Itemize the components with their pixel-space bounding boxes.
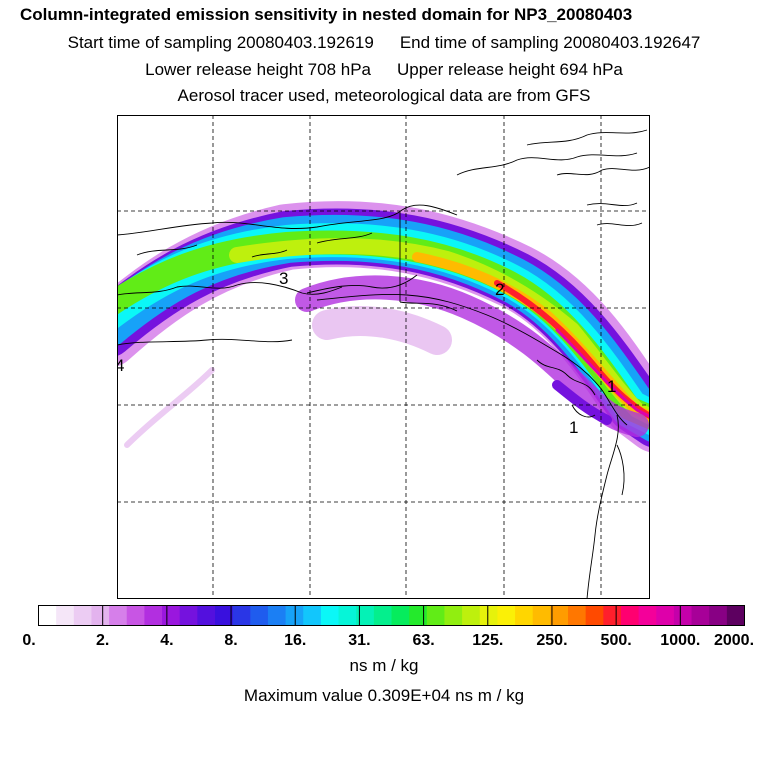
color-scale-tick-label: 63. (412, 632, 435, 649)
lower-height-label: Lower release height 708 hPa (145, 60, 371, 79)
start-time-label: Start time of sampling 20080403.192619 (67, 33, 374, 52)
sampling-time-line: Start time of sampling 20080403.192619 En… (0, 33, 768, 53)
color-swatch (267, 605, 287, 626)
maximum-value-label: Maximum value 0.309E+04 ns m / kg (243, 686, 525, 705)
color-swatch (303, 605, 322, 626)
color-swatch (585, 605, 604, 626)
color-scale-tick-label: 16. (284, 632, 307, 649)
color-swatch (409, 605, 428, 626)
color-swatch (391, 605, 410, 626)
color-scale-tick-label: 1000. (660, 632, 701, 649)
color-swatch (162, 605, 181, 626)
marker-2: 2 (495, 280, 504, 299)
color-scale-tick-label: 2. (96, 632, 110, 649)
release-height-line: Lower release height 708 hPa Upper releas… (0, 60, 768, 80)
color-swatch (38, 605, 57, 626)
color-swatch (532, 605, 551, 626)
color-swatch (497, 605, 516, 626)
color-swatch (373, 605, 392, 626)
color-swatch (126, 605, 145, 626)
color-swatch (232, 605, 251, 626)
color-swatch (91, 605, 110, 626)
color-swatch (550, 605, 569, 626)
color-swatch (338, 605, 357, 626)
color-swatch (462, 605, 481, 626)
color-swatch (320, 605, 340, 626)
color-scale-frame (38, 605, 745, 626)
color-swatch (285, 605, 304, 626)
color-swatch (73, 605, 92, 626)
color-swatch (691, 605, 710, 626)
color-swatch (426, 605, 445, 626)
color-swatch (250, 605, 269, 626)
color-swatch (603, 605, 622, 626)
color-swatch (673, 605, 693, 626)
color-swatch (109, 605, 128, 626)
color-swatch (568, 605, 587, 626)
lat-lon-grid (117, 115, 650, 599)
color-scale-tick-label: 500. (600, 632, 632, 649)
tracer-info-line: Aerosol tracer used, meteorological data… (177, 86, 591, 105)
color-scale-tick-label: 2000. (713, 632, 755, 649)
color-swatch (515, 605, 534, 626)
color-swatch (709, 605, 728, 626)
map-frame (117, 115, 650, 599)
color-swatch (444, 605, 463, 626)
color-swatch (215, 605, 234, 626)
color-swatch (56, 605, 75, 626)
color-swatch (179, 605, 198, 626)
color-swatch (144, 605, 163, 626)
color-swatch (356, 605, 375, 626)
color-scale-tick-label: 0. (22, 632, 36, 649)
plot-title: Column-integrated emission sensitivity i… (20, 5, 633, 24)
end-time-label: End time of sampling 20080403.192647 (399, 33, 701, 52)
color-scale-tick-label: 31. (348, 632, 371, 649)
color-scale-tick-label: 250. (536, 632, 568, 649)
color-swatch (656, 605, 675, 626)
coastlines (117, 129, 650, 599)
marker-1: 1 (607, 377, 616, 396)
upper-height-label: Upper release height 694 hPa (397, 60, 623, 79)
marker-5: 1 (569, 418, 578, 437)
color-scale-tick-label: 4. (160, 632, 174, 649)
map-panel: 1 2 3 4 1 (117, 115, 650, 599)
marker-4: 4 (117, 356, 124, 375)
marker-3: 3 (279, 269, 288, 288)
color-scale-tick-label: 125. (472, 632, 504, 649)
emission-plume (117, 201, 650, 453)
color-swatch (197, 605, 216, 626)
color-scale-tick-label: 8. (224, 632, 238, 649)
color-swatch (638, 605, 657, 626)
color-swatch (620, 605, 640, 626)
color-scale-bar (38, 605, 745, 626)
color-swatch (479, 605, 498, 626)
units-label: ns m / kg (349, 656, 419, 675)
color-swatch (726, 605, 745, 626)
